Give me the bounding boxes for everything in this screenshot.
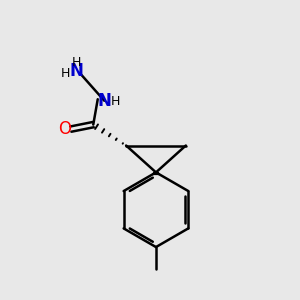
Text: H: H [61,67,70,80]
Text: H: H [71,56,81,69]
Text: N: N [98,92,111,110]
Text: N: N [69,62,83,80]
Text: O: O [58,120,71,138]
Text: H: H [111,95,120,108]
